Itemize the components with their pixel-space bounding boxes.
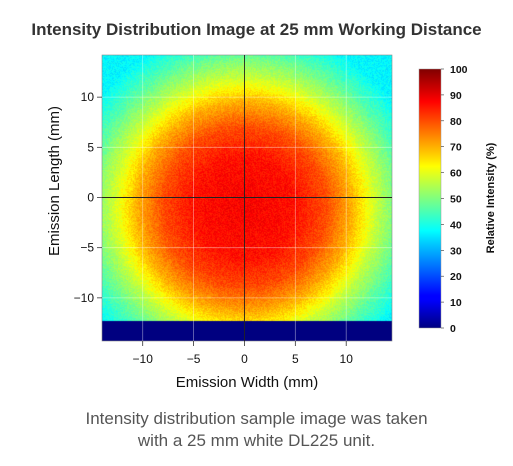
y-axis-label: Emission Length (mm) <box>46 106 63 256</box>
heatmap-plot-area <box>102 55 392 341</box>
colorbar-tick-label: 0 <box>450 323 456 335</box>
colorbar-tick-label: 10 <box>450 297 462 309</box>
plot-frame <box>101 54 393 342</box>
colorbar-tick-label: 30 <box>450 245 462 257</box>
x-axis-label: Emission Width (mm) <box>176 374 319 391</box>
figure-caption: Intensity distribution sample image was … <box>0 408 513 452</box>
colorbar-tick-label: 50 <box>450 194 462 206</box>
caption-line-1: Intensity distribution sample image was … <box>85 409 428 428</box>
colorbar-tick-label: 80 <box>450 116 462 128</box>
x-axis-ticks: −10 −5 0 5 10 <box>133 341 354 366</box>
colorbar-tick-label: 90 <box>450 90 462 102</box>
y-tick-label: 5 <box>87 140 94 154</box>
y-tick-label: −10 <box>74 291 95 305</box>
y-tick-label: −5 <box>80 241 94 255</box>
colorbar-tick-label: 70 <box>450 142 462 154</box>
x-tick-label: −10 <box>133 352 154 366</box>
colorbar-label: Relative Intensity (%) <box>485 142 497 253</box>
colorbar-ticks: 0 10 20 30 40 50 60 70 80 90 100 <box>441 64 468 335</box>
colorbar <box>418 68 442 329</box>
chart-title: Intensity Distribution Image at 25 mm Wo… <box>31 20 481 39</box>
colorbar-tick-label: 100 <box>450 64 468 76</box>
x-tick-label: 10 <box>340 352 354 366</box>
colorbar-tick-label: 60 <box>450 168 462 180</box>
y-tick-label: 0 <box>87 190 94 204</box>
x-tick-label: 5 <box>292 352 299 366</box>
x-tick-label: −5 <box>187 352 201 366</box>
x-tick-label: 0 <box>241 352 248 366</box>
y-tick-label: 10 <box>81 90 95 104</box>
caption-line-2: with a 25 mm white DL225 unit. <box>137 431 376 450</box>
grid-lines <box>102 55 392 341</box>
colorbar-tick-label: 20 <box>450 271 462 283</box>
y-axis-ticks: −10 −5 0 5 10 <box>74 90 102 305</box>
colorbar-tick-label: 40 <box>450 219 462 231</box>
